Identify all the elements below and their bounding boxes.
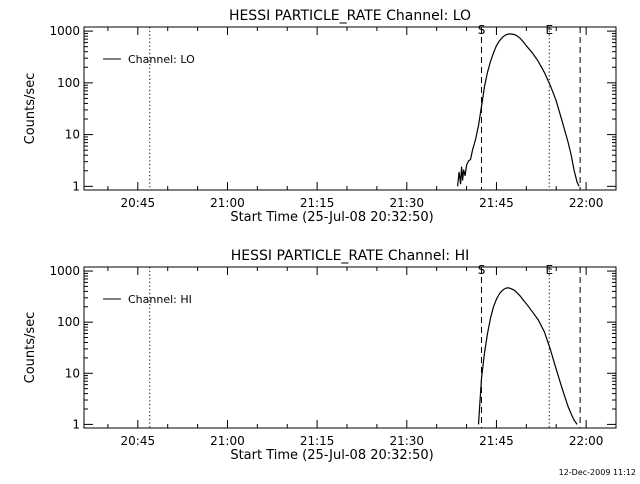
x-tick-label: 21:15: [300, 434, 335, 448]
x-tick-label: 21:45: [479, 196, 514, 210]
legend-label: Channel: HI: [128, 293, 192, 306]
y-axis-label: Counts/sec: [23, 312, 38, 384]
chart-panel-hi: HESSI PARTICLE_RATE Channel: HI 1 10 100 100…: [23, 248, 617, 463]
y-tick-label: 1000: [49, 264, 80, 278]
marker-label: E: [545, 263, 553, 277]
x-axis-label: Start Time (25-Jul-08 20:32:50): [230, 210, 433, 225]
x-tick-label: 21:15: [300, 196, 335, 210]
x-tick-label: 20:45: [121, 434, 156, 448]
y-tick-label: 1: [72, 417, 80, 431]
y-axis-label: Counts/sec: [23, 73, 38, 145]
marker-label: S: [478, 23, 486, 37]
y-tick-label: 100: [57, 76, 80, 90]
x-tick-label: 22:00: [569, 434, 604, 448]
plot-frame: [83, 26, 617, 191]
marker-label: S: [478, 263, 486, 277]
chart-title: HESSI PARTICLE_RATE Channel: HI: [231, 248, 469, 264]
x-tick-label: 21:45: [479, 434, 514, 448]
y-tick-label: 10: [65, 366, 80, 380]
marker-label: E: [545, 23, 553, 37]
chart-title: HESSI PARTICLE_RATE Channel: LO: [229, 8, 471, 24]
y-tick-label: 1: [72, 179, 80, 193]
series-line: [457, 33, 580, 187]
legend-label: Channel: LO: [128, 53, 195, 66]
plot-frame: [83, 266, 617, 429]
footer-timestamp: 12-Dec-2009 11:12: [559, 468, 636, 477]
x-tick-label: 22:00: [569, 196, 604, 210]
x-tick-label: 21:30: [389, 434, 424, 448]
x-tick-label: 21:30: [389, 196, 424, 210]
chart-panel-lo: HESSI PARTICLE_RATE Channel: LO 1 10 100 100…: [23, 8, 617, 225]
x-tick-label: 20:45: [121, 196, 156, 210]
x-tick-label: 21:00: [210, 434, 245, 448]
y-tick-label: 10: [65, 128, 80, 142]
x-tick-label: 21:00: [210, 196, 245, 210]
y-tick-label: 1000: [49, 24, 80, 38]
series-line: [477, 287, 578, 425]
y-tick-label: 100: [57, 315, 80, 329]
x-axis-label: Start Time (25-Jul-08 20:32:50): [230, 448, 433, 463]
